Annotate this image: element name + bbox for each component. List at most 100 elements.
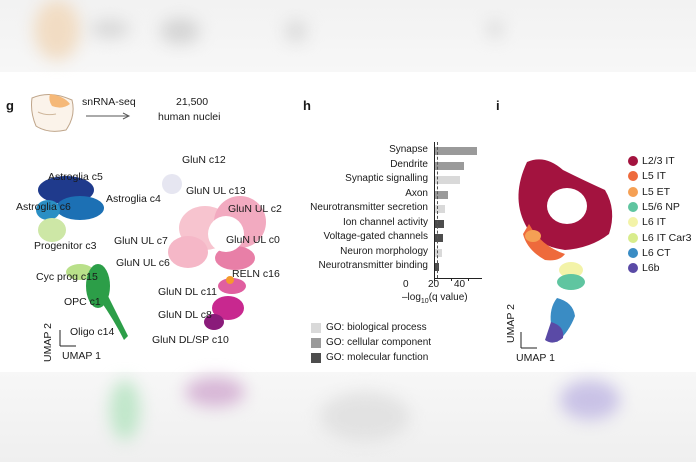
legend-swatch bbox=[628, 186, 638, 197]
cluster-l56-np bbox=[557, 274, 585, 290]
cluster-label-glun-ul-c13: GluN UL c13 bbox=[186, 185, 246, 197]
cluster-label-opc-c1: OPC c1 bbox=[64, 296, 101, 308]
go-term-label: Voltage-gated channels bbox=[323, 231, 428, 242]
cluster-astroglia-c6 bbox=[36, 200, 60, 220]
cluster-cyc-prog-c15 bbox=[66, 264, 94, 280]
legend-label: L5 ET bbox=[642, 185, 671, 198]
axis-label-umap1-i: UMAP 1 bbox=[516, 352, 555, 364]
cluster-glun-dl-c8 bbox=[212, 296, 244, 320]
axis-label-umap2-i: UMAP 2 bbox=[505, 304, 517, 343]
xtick-40: 40 bbox=[454, 279, 466, 290]
nuclei-count: 21,500 bbox=[176, 96, 209, 108]
legend-swatch bbox=[628, 247, 638, 258]
blurred-shape bbox=[488, 20, 502, 38]
legend-swatch bbox=[628, 263, 638, 274]
cluster-label-glun-c12: GluN c12 bbox=[182, 154, 226, 166]
cluster-l5-et bbox=[525, 230, 541, 242]
method-label: snRNA-seq bbox=[82, 96, 136, 108]
cluster-opc-c1 bbox=[86, 264, 110, 308]
cluster-ring-gap-i bbox=[547, 188, 587, 224]
go-bar bbox=[435, 147, 477, 155]
go-term-label: Ion channel activity bbox=[342, 216, 428, 228]
go-legend-label-mf: GO: molecular function bbox=[326, 352, 429, 363]
go-bar bbox=[435, 205, 446, 213]
blurred-bottom-strip bbox=[0, 372, 696, 462]
go-x-axis-line bbox=[434, 278, 482, 279]
panel-letter-h: h bbox=[303, 98, 311, 113]
go-legend-swatch-cc bbox=[311, 338, 321, 348]
cluster-glun-ul-c7 bbox=[168, 236, 208, 268]
cluster-oligo-c14 bbox=[100, 296, 128, 340]
legend-swatch bbox=[628, 171, 638, 182]
cluster-label-reln-c16: RELN c16 bbox=[232, 268, 280, 280]
axis-label-umap2-g: UMAP 2 bbox=[42, 323, 54, 362]
go-x-tick bbox=[450, 278, 452, 281]
legend-label: L6 IT Car3 bbox=[642, 231, 692, 244]
legend-label: L6 IT bbox=[642, 216, 666, 229]
cluster-progenitor-c3 bbox=[38, 218, 66, 242]
go-x-tick bbox=[467, 278, 469, 281]
legend-swatch bbox=[628, 156, 638, 166]
legend-label: L6b bbox=[642, 262, 660, 275]
go-legend-swatch-bp bbox=[311, 323, 321, 333]
go-bar bbox=[435, 176, 461, 184]
legend-label: L2/3 IT bbox=[642, 155, 675, 167]
x-axis-label-prefix: –log bbox=[402, 292, 421, 303]
go-enrichment-chart: Synapse Dendrite Synaptic signalling Axon Ne… bbox=[278, 142, 488, 282]
cluster-label-glun-dl-c11: GluN DL c11 bbox=[158, 286, 217, 298]
go-term-label: Synapse bbox=[389, 144, 428, 155]
cluster-label-glun-dl-sp-c10: GluN DL/SP c10 bbox=[152, 334, 229, 346]
blurred-shape bbox=[320, 392, 410, 442]
blurred-shape bbox=[185, 377, 245, 407]
cluster-glun-dl-sp-c10 bbox=[204, 314, 224, 330]
go-bar bbox=[435, 161, 465, 170]
cluster-label-glun-dl-c8: GluN DL c8 bbox=[158, 309, 212, 321]
x-axis-label-suffix: (q value) bbox=[428, 292, 468, 303]
cluster-label-glun-ul-c0: GluN UL c0 bbox=[226, 234, 280, 246]
cluster-label-astroglia-c5: Astroglia c5 bbox=[48, 171, 103, 183]
go-term-label: Neurotransmitter secretion bbox=[310, 202, 428, 213]
go-legend-label-bp: GO: biological process bbox=[326, 322, 427, 333]
xtick-20: 20 bbox=[428, 279, 440, 290]
nuclei-label: human nuclei bbox=[158, 111, 221, 123]
x-axis-label-sub: 10 bbox=[420, 298, 429, 305]
go-threshold-line bbox=[437, 142, 438, 278]
cluster-label-glun-ul-c2: GluN UL c2 bbox=[228, 203, 282, 215]
go-y-axis-line bbox=[434, 142, 435, 278]
cluster-label-astroglia-c4: Astroglia c4 bbox=[106, 193, 161, 205]
cluster-glun-ul-c6 bbox=[215, 246, 255, 270]
go-legend-label-cc: GO: cellular component bbox=[326, 337, 432, 348]
go-term-label: Axon bbox=[405, 187, 428, 199]
legend-swatch bbox=[628, 232, 638, 243]
cluster-label-glun-ul-c6: GluN UL c6 bbox=[116, 257, 170, 269]
go-legend-swatch-mf bbox=[311, 353, 321, 363]
cluster-label-glun-ul-c7: GluN UL c7 bbox=[114, 235, 168, 247]
legend-label: L5 IT bbox=[642, 170, 666, 183]
cluster-reln-c16 bbox=[226, 276, 234, 284]
x-axis-label: –log10(q value) bbox=[402, 292, 468, 305]
cluster-label-oligo-c14: Oligo c14 bbox=[70, 326, 115, 338]
cluster-label-cyc-prog-c15: Cyc prog c15 bbox=[36, 271, 98, 283]
blurred-shape bbox=[90, 20, 130, 38]
blurred-shape bbox=[110, 380, 140, 440]
cluster-glun-dl-c11 bbox=[218, 278, 246, 294]
legend-swatch bbox=[628, 201, 638, 212]
go-x-tick bbox=[434, 278, 435, 281]
cluster-glun-c12 bbox=[162, 174, 182, 194]
brain-slice-icon bbox=[31, 94, 74, 132]
cluster-astroglia-c4 bbox=[56, 196, 104, 220]
go-term-label: Synaptic signalling bbox=[345, 173, 428, 184]
umap-plot-i bbox=[518, 159, 613, 349]
legend-label: L5/6 NP bbox=[642, 200, 680, 213]
umap-plot-g bbox=[36, 174, 266, 347]
blurred-shape bbox=[560, 380, 620, 420]
go-bar bbox=[435, 219, 445, 228]
go-term-label: Neurotransmitter binding bbox=[318, 260, 429, 271]
go-bar bbox=[435, 248, 442, 257]
cluster-l6b bbox=[545, 322, 564, 343]
blurred-top-strip bbox=[0, 0, 696, 72]
panel-letter-g: g bbox=[6, 98, 14, 113]
blurred-shape bbox=[285, 20, 307, 42]
arrow-right-icon bbox=[86, 112, 131, 120]
go-bar bbox=[435, 234, 444, 242]
